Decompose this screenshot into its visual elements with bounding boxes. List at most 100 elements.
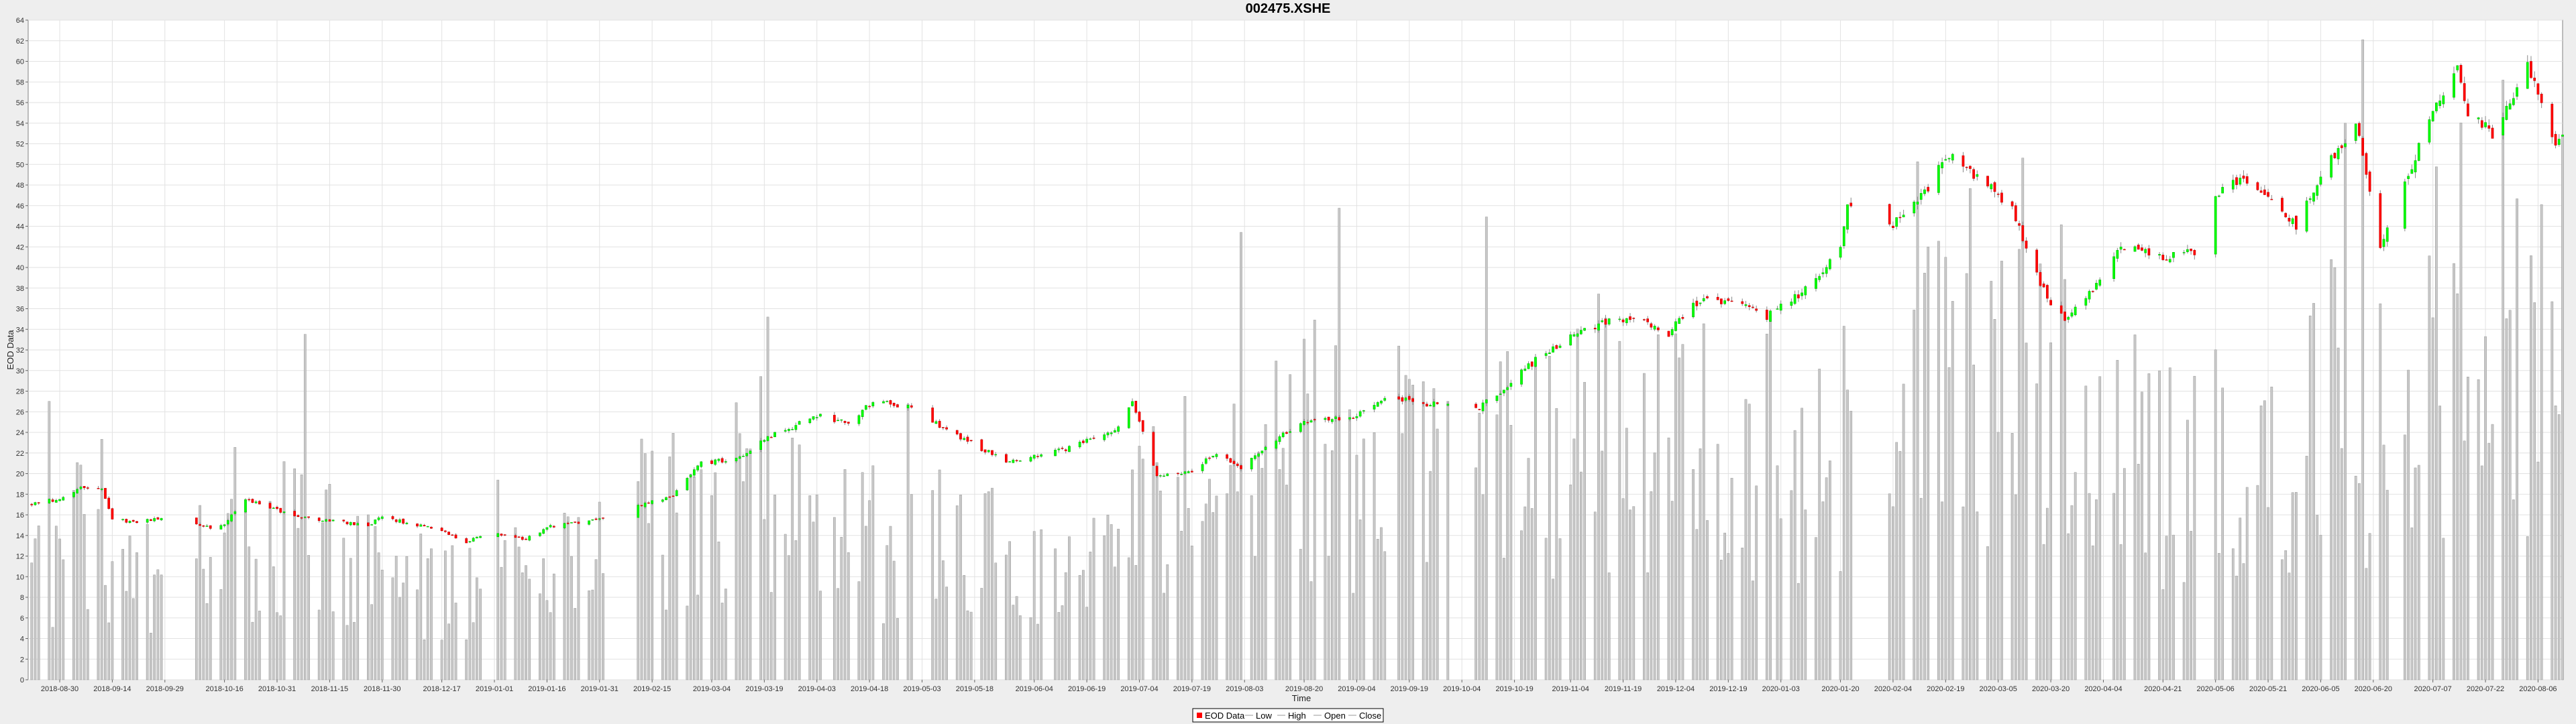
candle-down: [125, 519, 128, 523]
volume-bar: [1593, 511, 1597, 680]
candle-up: [2119, 247, 2123, 250]
candle-up: [2305, 200, 2308, 232]
volume-bar: [2438, 406, 2441, 680]
volume-bar: [1338, 208, 1341, 680]
candle-up: [1520, 369, 1523, 385]
candle-up: [272, 507, 275, 509]
candle-up: [1201, 464, 1204, 471]
volume-bar: [37, 526, 40, 680]
candle-up: [282, 511, 286, 514]
volume-bar: [2182, 582, 2186, 680]
volume-bar: [1755, 485, 1758, 680]
candle-up: [2239, 178, 2242, 185]
candle-down: [195, 518, 198, 525]
volume-bar: [833, 517, 836, 680]
volume-bar: [86, 609, 89, 680]
candle-down: [451, 534, 454, 536]
volume-bar: [1741, 548, 1744, 680]
candle-down: [910, 405, 913, 408]
volume-bar: [331, 611, 335, 680]
candle-down: [1232, 461, 1236, 465]
volume-bar: [763, 519, 766, 680]
volume-bar: [1257, 452, 1260, 680]
volume-bar: [1215, 495, 1218, 680]
candle-up: [2502, 117, 2505, 135]
volume-bar: [2516, 198, 2518, 680]
candle-up: [303, 516, 307, 518]
volume-bar: [2059, 224, 2063, 680]
candle-up: [54, 499, 58, 503]
volume-bar: [398, 597, 401, 680]
volume-bar: [58, 538, 61, 680]
candle-up: [233, 511, 237, 514]
candle-up: [2337, 147, 2340, 160]
volume-bar: [1177, 477, 1179, 680]
volume-bar: [2263, 400, 2266, 680]
x-tick-label: 2020-01-03: [1762, 685, 1800, 693]
volume-bar: [2463, 440, 2466, 680]
candle-down: [2259, 190, 2263, 193]
volume-bar: [1667, 437, 1670, 680]
candle-down: [251, 499, 254, 503]
volume-bar: [2133, 335, 2137, 680]
volume-bar: [1057, 612, 1061, 680]
candle-down: [307, 516, 310, 518]
candle-down: [317, 518, 321, 522]
volume-bar: [1114, 566, 1116, 680]
candle-down: [440, 528, 443, 532]
candle-down: [1720, 298, 1723, 304]
candle-down: [1604, 318, 1607, 325]
candle-up: [2407, 176, 2410, 179]
legend-item-eod: EOD Data: [1205, 711, 1245, 721]
volume-bar: [2193, 375, 2196, 680]
volume-bar: [784, 534, 787, 680]
candle-up: [1481, 402, 1485, 412]
candle-down: [938, 420, 941, 428]
volume-bar: [160, 575, 163, 680]
candle-down: [1081, 440, 1085, 443]
volume-bar: [2417, 465, 2420, 680]
volume-bar: [1965, 273, 1968, 680]
volume-bar: [1527, 458, 1530, 680]
candle-up: [1499, 394, 1502, 395]
volume-bar: [910, 494, 913, 680]
candle-down: [2059, 305, 2063, 314]
candle-up: [76, 489, 79, 493]
volume-bar: [1089, 551, 1092, 680]
candle-down: [1716, 296, 1719, 300]
volume-bar: [885, 545, 889, 680]
candle-up: [2505, 106, 2508, 120]
volume-bar: [773, 495, 776, 680]
candle-down: [594, 518, 598, 520]
legend-item-high: High: [1288, 711, 1306, 721]
x-tick-label: 2019-01-31: [581, 685, 619, 693]
candle-up: [788, 428, 790, 431]
volume-bar: [1404, 375, 1407, 680]
candle-up: [2385, 227, 2389, 242]
y-tick-label: 34: [16, 326, 24, 334]
volume-bar: [131, 598, 135, 680]
candle-up: [745, 452, 749, 457]
volume-bar: [496, 479, 500, 680]
candle-up: [1057, 448, 1061, 450]
candle-down: [2193, 249, 2196, 255]
candle-down: [941, 427, 945, 428]
volume-bar: [136, 552, 138, 680]
candle-up: [1429, 405, 1432, 407]
volume-bar: [2312, 303, 2315, 680]
candle-up: [1597, 323, 1600, 330]
x-tick-label: 2019-04-18: [851, 685, 888, 693]
volume-bar: [1607, 572, 1611, 680]
volume-bar: [500, 566, 503, 680]
candle-up: [1250, 458, 1253, 470]
candle-up: [742, 456, 745, 457]
volume-bar: [1163, 593, 1165, 680]
candle-up: [2182, 252, 2186, 253]
volume-bar: [1769, 314, 1772, 680]
candle-down: [402, 518, 405, 524]
volume-bar: [2259, 406, 2263, 680]
volume-bar: [1913, 310, 1916, 680]
volume-bar: [30, 562, 34, 680]
candle-up: [1913, 201, 1916, 214]
volume-bar: [1947, 367, 1951, 680]
